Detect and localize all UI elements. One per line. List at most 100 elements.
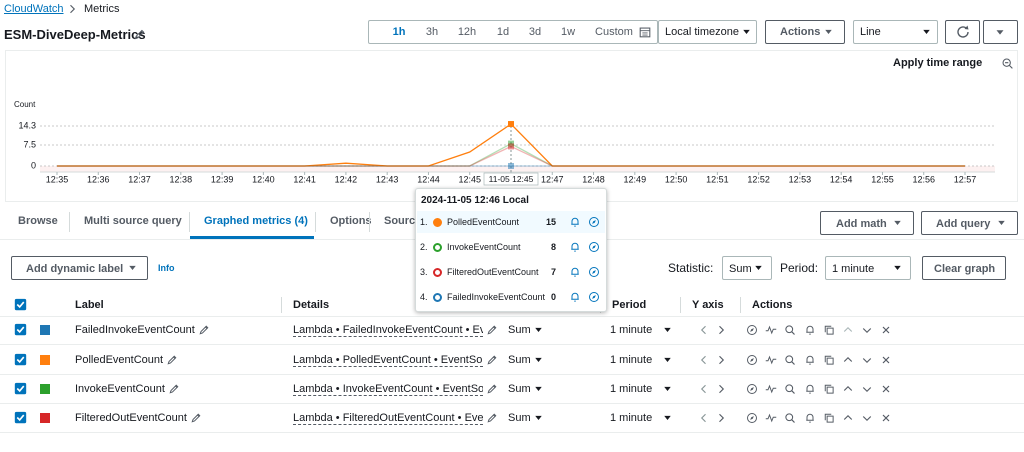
chevR-icon[interactable] (715, 383, 727, 395)
tab[interactable]: Options (330, 215, 372, 227)
apply-time-range[interactable]: Apply time range (893, 57, 983, 69)
pencil-icon[interactable] (168, 383, 180, 395)
metric-label[interactable]: InvokeEventCount (75, 383, 165, 395)
compass-icon[interactable] (588, 291, 600, 303)
clear-graph-button[interactable]: Clear graph (922, 256, 1006, 280)
info-link[interactable]: Info (158, 263, 175, 273)
bell-icon[interactable] (569, 241, 581, 253)
time-range-option[interactable]: 12h (457, 26, 477, 38)
time-range-option[interactable]: 3h (425, 26, 439, 38)
compass-icon[interactable] (588, 266, 600, 278)
search-icon[interactable] (784, 354, 796, 366)
search-icon[interactable] (784, 324, 796, 336)
x-icon[interactable] (880, 324, 892, 336)
time-range-option[interactable]: 3d (528, 26, 542, 38)
pencil-icon[interactable] (486, 324, 498, 336)
chevL-icon[interactable] (698, 412, 710, 424)
metric-label[interactable]: FilteredOutEventCount (75, 412, 187, 424)
down-icon[interactable] (861, 354, 873, 366)
compass-icon[interactable] (588, 241, 600, 253)
row-statistic[interactable]: Sum (508, 354, 531, 366)
down-icon[interactable] (861, 324, 873, 336)
time-range-option[interactable]: 1w (560, 26, 576, 38)
tab[interactable]: Graphed metrics (4) (204, 215, 308, 227)
x-icon[interactable] (880, 383, 892, 395)
check-icon[interactable] (14, 411, 27, 424)
row-period[interactable]: 1 minute (610, 412, 653, 424)
color-swatch[interactable] (40, 384, 50, 394)
zoom-icon[interactable] (1001, 57, 1014, 70)
tab[interactable]: Browse (18, 215, 58, 227)
row-period[interactable]: 1 minute (610, 354, 653, 366)
tab[interactable]: Multi source query (84, 215, 182, 227)
copy-icon[interactable] (823, 324, 835, 336)
color-swatch[interactable] (40, 355, 50, 365)
down-icon[interactable] (861, 383, 873, 395)
copy-icon[interactable] (823, 383, 835, 395)
refresh-menu-button[interactable] (983, 20, 1018, 44)
bell-icon[interactable] (569, 266, 581, 278)
graph-icon[interactable] (765, 412, 777, 424)
pencil-icon[interactable] (190, 412, 202, 424)
color-swatch[interactable] (40, 325, 50, 335)
row-period[interactable]: 1 minute (610, 324, 653, 336)
up-icon[interactable] (842, 324, 854, 336)
graph-icon[interactable] (765, 324, 777, 336)
pencil-icon[interactable] (486, 412, 498, 424)
time-range-option[interactable]: 1d (496, 26, 510, 38)
check-icon[interactable] (14, 353, 27, 366)
search-icon[interactable] (784, 412, 796, 424)
bell-icon[interactable] (804, 354, 816, 366)
bell-icon[interactable] (804, 324, 816, 336)
bell-icon[interactable] (804, 383, 816, 395)
period-select[interactable]: 1 minute (825, 256, 911, 280)
chevL-icon[interactable] (698, 383, 710, 395)
chevR-icon[interactable] (715, 412, 727, 424)
row-statistic[interactable]: Sum (508, 412, 531, 424)
chevL-icon[interactable] (698, 354, 710, 366)
row-statistic[interactable]: Sum (508, 383, 531, 395)
compass-icon[interactable] (588, 216, 600, 228)
down-icon[interactable] (861, 412, 873, 424)
bell-icon[interactable] (569, 216, 581, 228)
breadcrumb-link[interactable]: CloudWatch (4, 3, 64, 15)
graph-icon[interactable] (765, 383, 777, 395)
pencil-icon[interactable] (166, 354, 178, 366)
actions-button[interactable]: Actions (765, 20, 845, 44)
pencil-icon[interactable] (198, 324, 210, 336)
time-range-option[interactable]: 1h (392, 26, 406, 38)
copy-icon[interactable] (823, 354, 835, 366)
check-icon[interactable] (14, 382, 27, 395)
color-swatch[interactable] (40, 413, 50, 423)
time-range-option[interactable]: Custom (595, 26, 633, 38)
metric-label[interactable]: PolledEventCount (75, 354, 164, 366)
tab[interactable]: Source (384, 215, 422, 227)
check-icon[interactable] (14, 323, 27, 336)
pencil-icon[interactable] (486, 354, 498, 366)
search-icon[interactable] (784, 383, 796, 395)
calendar-icon[interactable] (638, 25, 652, 39)
metric-label[interactable]: FailedInvokeEventCount (75, 324, 195, 336)
compass-icon[interactable] (746, 383, 758, 395)
timezone-select[interactable]: Local timezone (658, 20, 757, 44)
up-icon[interactable] (842, 383, 854, 395)
add-dynamic-label-button[interactable]: Add dynamic label (11, 256, 148, 280)
x-icon[interactable] (880, 412, 892, 424)
compass-icon[interactable] (746, 324, 758, 336)
view-select[interactable]: Line (853, 20, 938, 44)
x-icon[interactable] (880, 354, 892, 366)
row-period[interactable]: 1 minute (610, 383, 653, 395)
chevR-icon[interactable] (715, 354, 727, 366)
compass-icon[interactable] (746, 354, 758, 366)
chevR-icon[interactable] (715, 324, 727, 336)
pencil-icon[interactable] (486, 383, 498, 395)
graph-icon[interactable] (765, 354, 777, 366)
pencil-icon[interactable] (133, 28, 146, 41)
statistic-select[interactable]: Sum (722, 256, 772, 280)
refresh-button[interactable] (945, 20, 980, 44)
row-statistic[interactable]: Sum (508, 324, 531, 336)
add-math-button[interactable]: Add math (820, 211, 914, 235)
chevL-icon[interactable] (698, 324, 710, 336)
check-icon[interactable] (14, 298, 27, 311)
up-icon[interactable] (842, 412, 854, 424)
